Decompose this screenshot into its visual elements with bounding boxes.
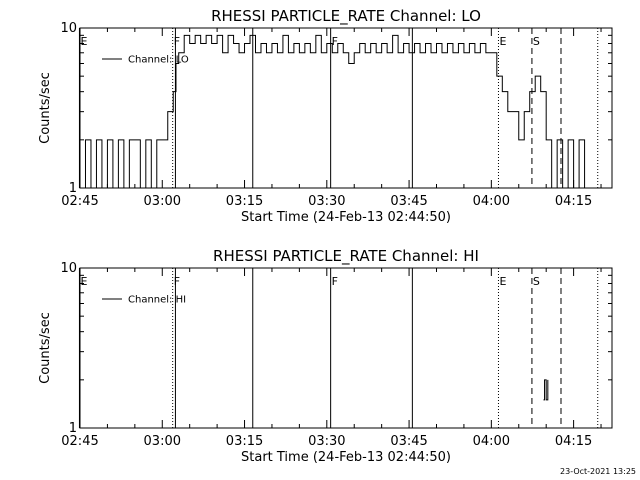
chart-title: RHESSI PARTICLE_RATE Channel: LO xyxy=(211,7,481,26)
x-tick-label: 04:15 xyxy=(555,194,592,209)
x-tick-label: 04:00 xyxy=(473,434,510,449)
x-tick-label: 03:30 xyxy=(308,434,345,449)
event-marker-label: F xyxy=(332,275,338,288)
event-marker-label: E xyxy=(80,275,87,288)
event-marker-label: E xyxy=(499,35,506,48)
plot-frame xyxy=(79,27,613,189)
y-axis-label: Counts/sec xyxy=(38,72,53,144)
plot-frame xyxy=(79,267,613,429)
lo-channel-panel: RHESSI PARTICLE_RATE Channel: LO Counts/s… xyxy=(38,7,613,225)
event-marker-label: F xyxy=(332,35,338,48)
chart-title: RHESSI PARTICLE_RATE Channel: HI xyxy=(213,247,479,266)
x-tick-label: 03:30 xyxy=(308,194,345,209)
y-tick-label: 10 xyxy=(60,261,77,276)
x-axis-label: Start Time (24-Feb-13 02:44:50) xyxy=(241,210,451,225)
event-marker-label: S xyxy=(533,275,540,288)
x-tick-label: 03:45 xyxy=(390,434,427,449)
event-marker-label: S xyxy=(533,35,540,48)
data-series-line xyxy=(543,379,549,401)
y-tick-label: 1 xyxy=(69,421,77,436)
y-axis-label: Counts/sec xyxy=(38,312,53,384)
data-series-line xyxy=(80,34,596,189)
x-tick-label: 04:00 xyxy=(473,194,510,209)
legend-label: Channel: LO xyxy=(128,55,189,66)
hi-channel-panel: RHESSI PARTICLE_RATE Channel: HI Counts/s… xyxy=(38,247,613,465)
x-tick-label: 04:15 xyxy=(555,434,592,449)
event-marker-label: E xyxy=(499,275,506,288)
timestamp: 23-Oct-2021 13:25 xyxy=(560,467,636,476)
x-tick-label: 03:00 xyxy=(144,434,181,449)
x-tick-label: 03:45 xyxy=(390,194,427,209)
event-marker-label: F xyxy=(174,275,180,288)
x-axis-label: Start Time (24-Feb-13 02:44:50) xyxy=(241,450,451,465)
event-marker-label: F xyxy=(174,35,180,48)
x-tick-label: 03:15 xyxy=(226,434,263,449)
x-tick-label: 03:00 xyxy=(144,194,181,209)
y-tick-label: 1 xyxy=(69,181,77,196)
x-tick-label: 02:45 xyxy=(61,434,98,449)
x-tick-label: 02:45 xyxy=(61,194,98,209)
legend-label: Channel: HI xyxy=(128,295,186,306)
x-tick-label: 03:15 xyxy=(226,194,263,209)
event-marker-label: E xyxy=(80,35,87,48)
y-tick-label: 10 xyxy=(60,21,77,36)
